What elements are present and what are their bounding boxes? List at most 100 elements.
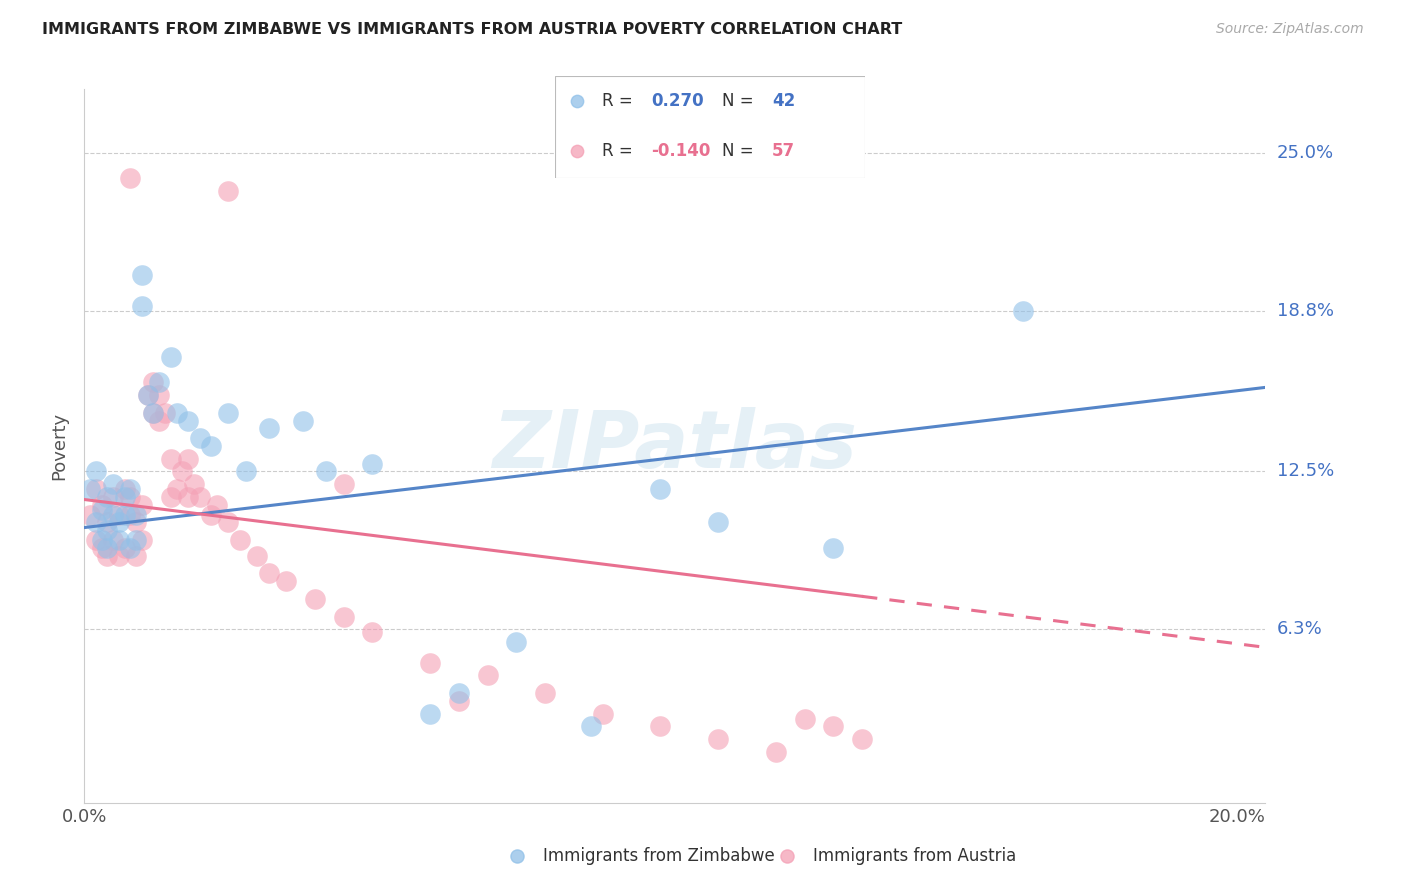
Text: IMMIGRANTS FROM ZIMBABWE VS IMMIGRANTS FROM AUSTRIA POVERTY CORRELATION CHART: IMMIGRANTS FROM ZIMBABWE VS IMMIGRANTS F… [42,22,903,37]
Point [534,686,557,700]
Point [217,516,239,530]
Point [96,541,118,555]
Point [793,712,815,726]
Point [108,516,131,530]
Point [477,668,499,682]
Point [565,95,588,109]
Point [183,477,205,491]
Point [90,498,112,512]
Point [447,694,470,708]
Point [188,431,211,445]
Point [304,591,326,606]
Point [153,406,176,420]
Text: ZIPatlas: ZIPatlas [492,407,858,485]
Point [650,483,672,497]
Point [148,388,170,402]
Point [177,413,200,427]
Point [131,268,153,283]
Point [159,451,181,466]
Point [120,490,142,504]
Point [257,566,280,581]
Point [96,549,118,563]
Point [650,719,672,733]
Point [131,498,153,512]
Point [131,299,153,313]
Point [166,406,188,420]
Point [217,184,239,198]
Point [1012,304,1035,318]
Point [142,406,165,420]
Point [125,549,148,563]
Point [823,541,845,555]
Point [125,516,148,530]
Point [172,465,194,479]
Point [332,477,354,491]
Point [592,706,614,721]
Text: Immigrants from Austria: Immigrants from Austria [813,847,1017,865]
Point [159,350,181,364]
Point [79,483,101,497]
Point [101,490,124,504]
Point [246,549,269,563]
Point [217,406,239,420]
Point [125,533,148,548]
Point [177,451,200,466]
Point [101,533,124,548]
Point [166,483,188,497]
Point [159,490,181,504]
Point [148,376,170,390]
Text: R =: R = [602,93,638,111]
Point [229,533,252,548]
Point [108,508,131,522]
Point [200,508,222,522]
Point [361,625,384,640]
Point [120,171,142,186]
Point [257,421,280,435]
Point [506,849,529,863]
Text: -0.140: -0.140 [651,142,710,160]
Point [765,745,787,759]
Point [565,144,588,158]
Point [235,465,257,479]
Point [200,439,222,453]
Point [101,477,124,491]
Point [142,376,165,390]
Point [447,686,470,700]
Point [114,541,136,555]
Text: N =: N = [723,93,759,111]
Text: 6.3%: 6.3% [1277,621,1322,639]
Point [851,732,873,747]
Point [136,388,159,402]
Point [707,732,730,747]
Point [90,502,112,516]
Text: 57: 57 [772,142,794,160]
Point [136,388,159,402]
Point [581,719,603,733]
Point [114,483,136,497]
Point [148,413,170,427]
Text: 42: 42 [772,93,796,111]
Text: Immigrants from Zimbabwe: Immigrants from Zimbabwe [543,847,775,865]
Text: N =: N = [723,142,759,160]
Text: R =: R = [602,142,638,160]
Point [177,490,200,504]
Point [79,508,101,522]
Point [120,483,142,497]
Point [505,635,527,649]
Point [142,406,165,420]
Point [114,508,136,522]
Text: 25.0%: 25.0% [1277,144,1334,162]
Text: 18.8%: 18.8% [1277,301,1333,320]
Point [96,516,118,530]
Point [361,457,384,471]
Point [776,849,799,863]
Point [101,508,124,522]
Point [96,490,118,504]
Point [707,516,730,530]
Point [84,465,107,479]
Text: 12.5%: 12.5% [1277,462,1334,481]
Text: 0.270: 0.270 [651,93,704,111]
Point [274,574,297,588]
Point [419,656,441,670]
Y-axis label: Poverty: Poverty [51,412,69,480]
